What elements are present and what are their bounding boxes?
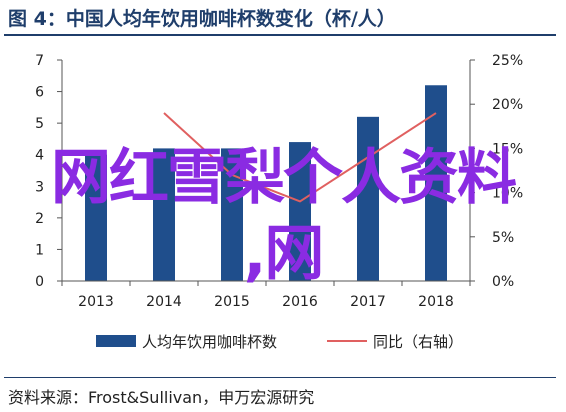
legend-line-label: 同比（右轴） [373, 333, 463, 351]
y-left-tick-label: 3 [35, 179, 44, 195]
bar-2013 [85, 154, 107, 281]
legend-bar-swatch [96, 335, 136, 347]
legend-bar-label: 人均年饮用咖啡杯数 [142, 333, 277, 351]
y-right-tick-label: 15% [492, 141, 523, 157]
y-left-tick-label: 2 [35, 211, 44, 227]
source-note: 资料来源：Frost&Sullivan，申万宏源研究 [8, 388, 315, 407]
bar-2016 [289, 142, 311, 281]
y-left-tick-label: 4 [35, 148, 44, 164]
x-tick-label: 2013 [78, 294, 114, 310]
bar-2017 [357, 116, 379, 281]
x-tick-label: 2014 [146, 294, 182, 310]
y-right-tick-label: 5% [492, 230, 514, 246]
y-left-tick-label: 5 [35, 116, 44, 132]
y-left-tick-label: 0 [35, 274, 44, 290]
chart-title: 图 4：中国人均年饮用咖啡杯数变化（杯/人） [8, 8, 396, 30]
x-tick-label: 2017 [350, 294, 386, 310]
bar-2015 [221, 148, 243, 281]
y-left-tick-label: 6 [35, 85, 44, 101]
x-tick-label: 2018 [418, 294, 454, 310]
source-divider [4, 377, 556, 378]
y-right-tick-label: 10% [492, 186, 523, 202]
y-right-tick-label: 25% [492, 53, 523, 69]
y-left-tick-label: 7 [35, 53, 44, 69]
bar-2018 [425, 85, 447, 281]
x-tick-label: 2016 [282, 294, 318, 310]
x-tick-label: 2015 [214, 294, 250, 310]
y-right-tick-label: 0% [492, 274, 514, 290]
title-divider [4, 34, 556, 36]
line-yoy [163, 112, 437, 203]
y-left-tick-label: 1 [35, 242, 44, 258]
bar-2014 [153, 148, 175, 281]
y-right-tick-label: 20% [492, 97, 523, 113]
